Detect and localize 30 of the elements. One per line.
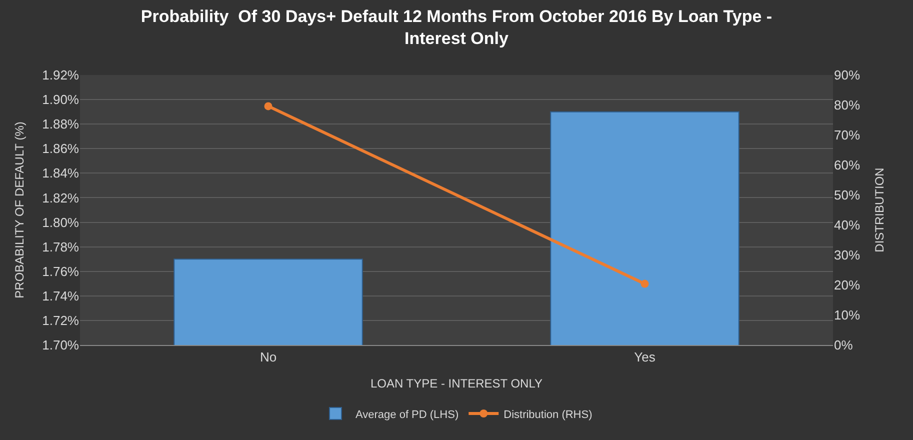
legend-label: Distribution (RHS)	[504, 408, 592, 421]
y-tick-label: 1.82%	[42, 190, 80, 206]
chart-title: Probability Of 30 Days+ Default 12 Months From October 2016 By Loan Type - Interest Only	[140, 7, 772, 48]
y-tick-label: 1.78%	[42, 239, 80, 254]
y-tick-label: 1.84%	[42, 166, 80, 181]
y2-tick-label: 70%	[834, 128, 860, 143]
y-tick-label: 1.86%	[42, 141, 80, 156]
y-tick-label: 1.80%	[42, 214, 80, 230]
y2-tick-label: 0%	[834, 338, 854, 353]
y2-axis-title: DISTRIBUTION	[872, 168, 886, 252]
y-axis-title: PROBABILITY OF DEFAULT (%)	[12, 122, 26, 298]
y2-tick-label: 10%	[834, 308, 860, 323]
y2-tick-label: 60%	[834, 158, 860, 173]
y2-tick-label: 90%	[834, 68, 860, 83]
y-tick-label: 1.90%	[42, 92, 80, 108]
y-tick-label: 1.70%	[42, 338, 80, 353]
y2-tick-label: 30%	[834, 248, 860, 263]
y2-tick-label: 80%	[834, 98, 860, 113]
y-tick-label: 1.74%	[42, 288, 80, 304]
y-tick-label: 1.92%	[42, 68, 80, 83]
legend-label: Average of PD (LHS)	[356, 408, 459, 421]
y-tick-label: 1.88%	[42, 116, 80, 132]
y-tick-label: 1.72%	[42, 313, 80, 328]
y-tick-label: 1.76%	[42, 264, 80, 279]
y2-tick-label: 50%	[834, 188, 860, 203]
x-axis-title: LOAN TYPE - INTEREST ONLY	[370, 376, 543, 390]
x-tick-label: Yes	[634, 350, 656, 365]
y2-tick-label: 20%	[834, 278, 860, 293]
x-tick-label: No	[260, 350, 277, 365]
y2-tick-label: 40%	[834, 218, 860, 233]
